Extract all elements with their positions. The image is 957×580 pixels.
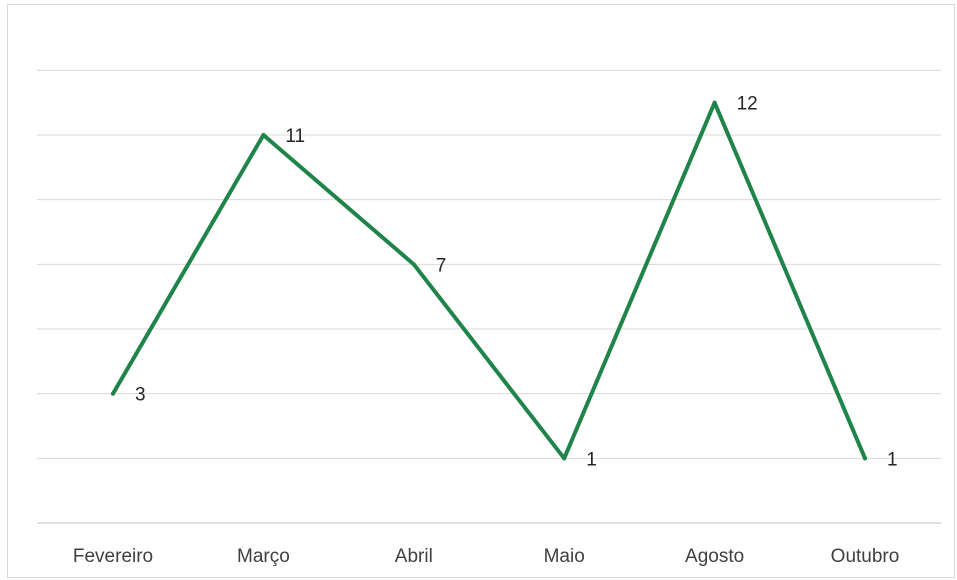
x-tick-label: Abril (395, 546, 433, 567)
data-label: 3 (135, 385, 146, 406)
data-label: 1 (887, 449, 898, 470)
data-point (863, 456, 867, 461)
x-tick-label: Fevereiro (73, 546, 153, 567)
data-point (712, 100, 717, 105)
data-label: 1 (586, 449, 597, 470)
x-tick-labels: Fevereiro Março Abril Maio Agosto Outubro (73, 546, 899, 567)
x-tick-label: Março (237, 546, 290, 567)
data-point (261, 133, 266, 137)
data-label: 11 (285, 126, 305, 147)
data-label: 7 (436, 255, 447, 276)
x-tick-label: Maio (544, 546, 585, 567)
data-point (562, 456, 567, 461)
x-tick-label: Outubro (831, 546, 900, 567)
data-point (111, 391, 115, 396)
chart-frame (7, 4, 955, 578)
data-labels: 3 11 7 1 12 1 (135, 94, 898, 471)
x-tick-label: Agosto (685, 546, 744, 567)
gridlines (37, 69, 941, 459)
series-line (111, 100, 867, 461)
data-point (411, 262, 416, 267)
data-label: 12 (737, 94, 758, 115)
series-layer (111, 100, 867, 461)
